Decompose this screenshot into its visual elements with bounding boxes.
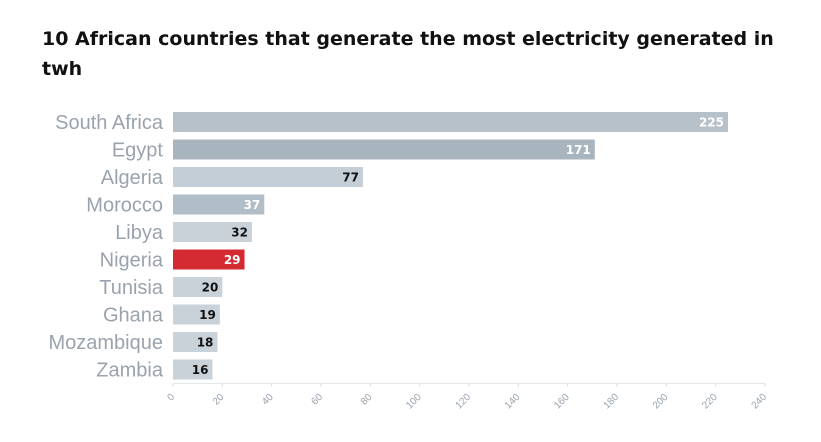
- value-label-tunisia: 20: [202, 281, 219, 295]
- category-label-zambia: Zambia: [96, 360, 164, 382]
- bar-zambia: [173, 359, 213, 380]
- category-label-south-africa: South Africa: [55, 112, 164, 134]
- chart-title: 10 African countries that generate the m…: [42, 28, 774, 80]
- category-label-mozambique: Mozambique: [48, 332, 163, 354]
- value-label-mozambique: 18: [197, 336, 214, 350]
- x-tick-label: 160: [552, 392, 572, 412]
- category-label-libya: Libya: [115, 222, 164, 244]
- x-tick-label: 0: [165, 392, 177, 404]
- x-tick-label: 80: [359, 392, 375, 408]
- category-label-ghana: Ghana: [103, 305, 164, 327]
- value-label-nigeria: 29: [224, 253, 241, 267]
- x-tick-label: 40: [260, 392, 276, 408]
- x-tick-label: 140: [503, 392, 523, 412]
- value-label-ghana: 19: [199, 308, 216, 322]
- x-tick-label: 100: [404, 392, 424, 412]
- value-label-south-africa: 225: [699, 116, 724, 130]
- bar-morocco: [173, 194, 265, 215]
- category-label-tunisia: Tunisia: [99, 277, 164, 299]
- category-label-morocco: Morocco: [86, 195, 163, 217]
- bar-tunisia: [173, 277, 223, 297]
- bar-ghana: [173, 304, 220, 325]
- bar-libya: [173, 222, 252, 242]
- bar-nigeria: [173, 249, 245, 270]
- category-label-nigeria: Nigeria: [100, 250, 164, 272]
- bars-group: South Africa 225 Egypt 171 Algeria 77 Morocco 3…: [48, 112, 728, 382]
- x-tick-label: 60: [309, 392, 325, 408]
- x-tick-label: 20: [211, 392, 227, 408]
- x-tick-label: 200: [651, 392, 671, 412]
- value-label-egypt: 171: [566, 143, 591, 157]
- category-label-egypt: Egypt: [112, 140, 164, 162]
- x-tick-label: 180: [602, 392, 622, 412]
- bar-mozambique: [173, 332, 218, 352]
- x-tick-label: 240: [750, 392, 770, 412]
- bar-egypt: [173, 139, 595, 160]
- x-tick-label: 120: [454, 392, 474, 412]
- x-axis: 0 20 40 60 80 100 120 140 160 180 200 220 240: [165, 383, 770, 412]
- bar-algeria: [173, 167, 363, 187]
- value-label-algeria: 77: [342, 171, 359, 185]
- value-label-zambia: 16: [192, 363, 209, 377]
- x-tick-label: 220: [700, 392, 720, 412]
- value-label-morocco: 37: [244, 198, 261, 212]
- bar-south-africa: [173, 112, 728, 132]
- value-label-libya: 32: [231, 226, 248, 240]
- category-label-algeria: Algeria: [101, 167, 164, 189]
